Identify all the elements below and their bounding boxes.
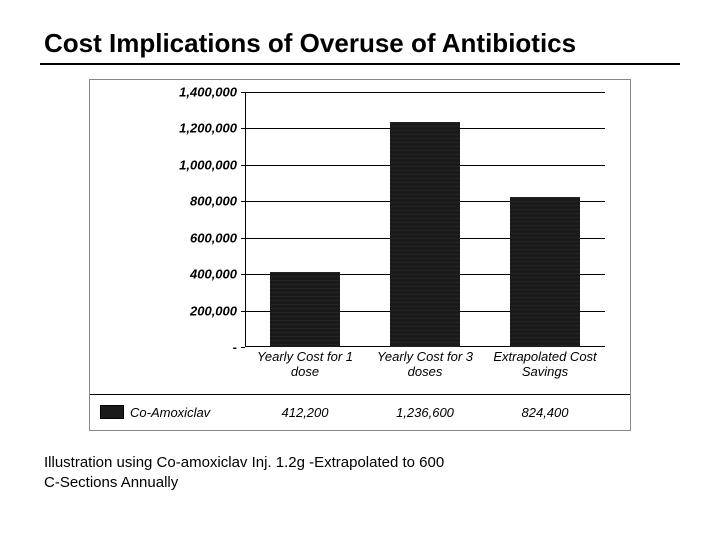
series-label-cell: Co-Amoxiclav [90, 395, 245, 429]
chart-frame: - 200,000 400,000 600,000 800,000 1,000,000 1,… [89, 79, 631, 431]
y-tick-mark [241, 347, 245, 348]
bar [390, 122, 460, 347]
series-value: 824,400 [485, 395, 605, 429]
y-axis: -200,000400,000600,000800,0001,000,0001,… [90, 92, 245, 347]
y-tick-mark [241, 311, 245, 312]
y-tick-label: 400,000 [190, 267, 237, 282]
y-tick-label: 200,000 [190, 303, 237, 318]
series-value: 1,236,600 [365, 395, 485, 429]
y-tick-label: 1,000,000 [179, 157, 237, 172]
y-tick-mark [241, 92, 245, 93]
y-axis-line [245, 92, 246, 347]
y-tick-label: - [233, 340, 237, 355]
y-tick-label: 800,000 [190, 194, 237, 209]
bar [270, 272, 340, 347]
gridline [245, 92, 605, 93]
x-axis-label: Extrapolated Cost Savings [485, 350, 605, 380]
y-tick-mark [241, 128, 245, 129]
y-tick-mark [241, 165, 245, 166]
y-tick-label: 600,000 [190, 230, 237, 245]
y-tick-label: 1,400,000 [179, 85, 237, 100]
series-swatch-icon [100, 405, 124, 419]
x-axis-label: Yearly Cost for 1 dose [245, 350, 365, 380]
data-table-row: Co-Amoxiclav 412,2001,236,600824,400 [90, 394, 630, 429]
y-tick-mark [241, 274, 245, 275]
series-value: 412,200 [245, 395, 365, 429]
title-underline [40, 63, 680, 65]
y-tick-mark [241, 201, 245, 202]
y-tick-label: 1,200,000 [179, 121, 237, 136]
y-tick-mark [241, 238, 245, 239]
x-axis-labels: Yearly Cost for 1 doseYearly Cost for 3 … [245, 350, 605, 390]
caption-line-1: Illustration using Co-amoxiclav Inj. 1.2… [44, 454, 444, 471]
caption-line-2: C-Sections Annually [44, 474, 178, 491]
page-title: Cost Implications of Overuse of Antibiot… [44, 28, 680, 59]
x-axis-label: Yearly Cost for 3 doses [365, 350, 485, 380]
caption: Illustration using Co-amoxiclav Inj. 1.2… [44, 453, 664, 492]
bar [510, 197, 580, 347]
plot-area [245, 92, 605, 347]
series-name: Co-Amoxiclav [130, 405, 210, 420]
slide: Cost Implications of Overuse of Antibiot… [0, 0, 720, 540]
series-values: 412,2001,236,600824,400 [245, 395, 605, 429]
